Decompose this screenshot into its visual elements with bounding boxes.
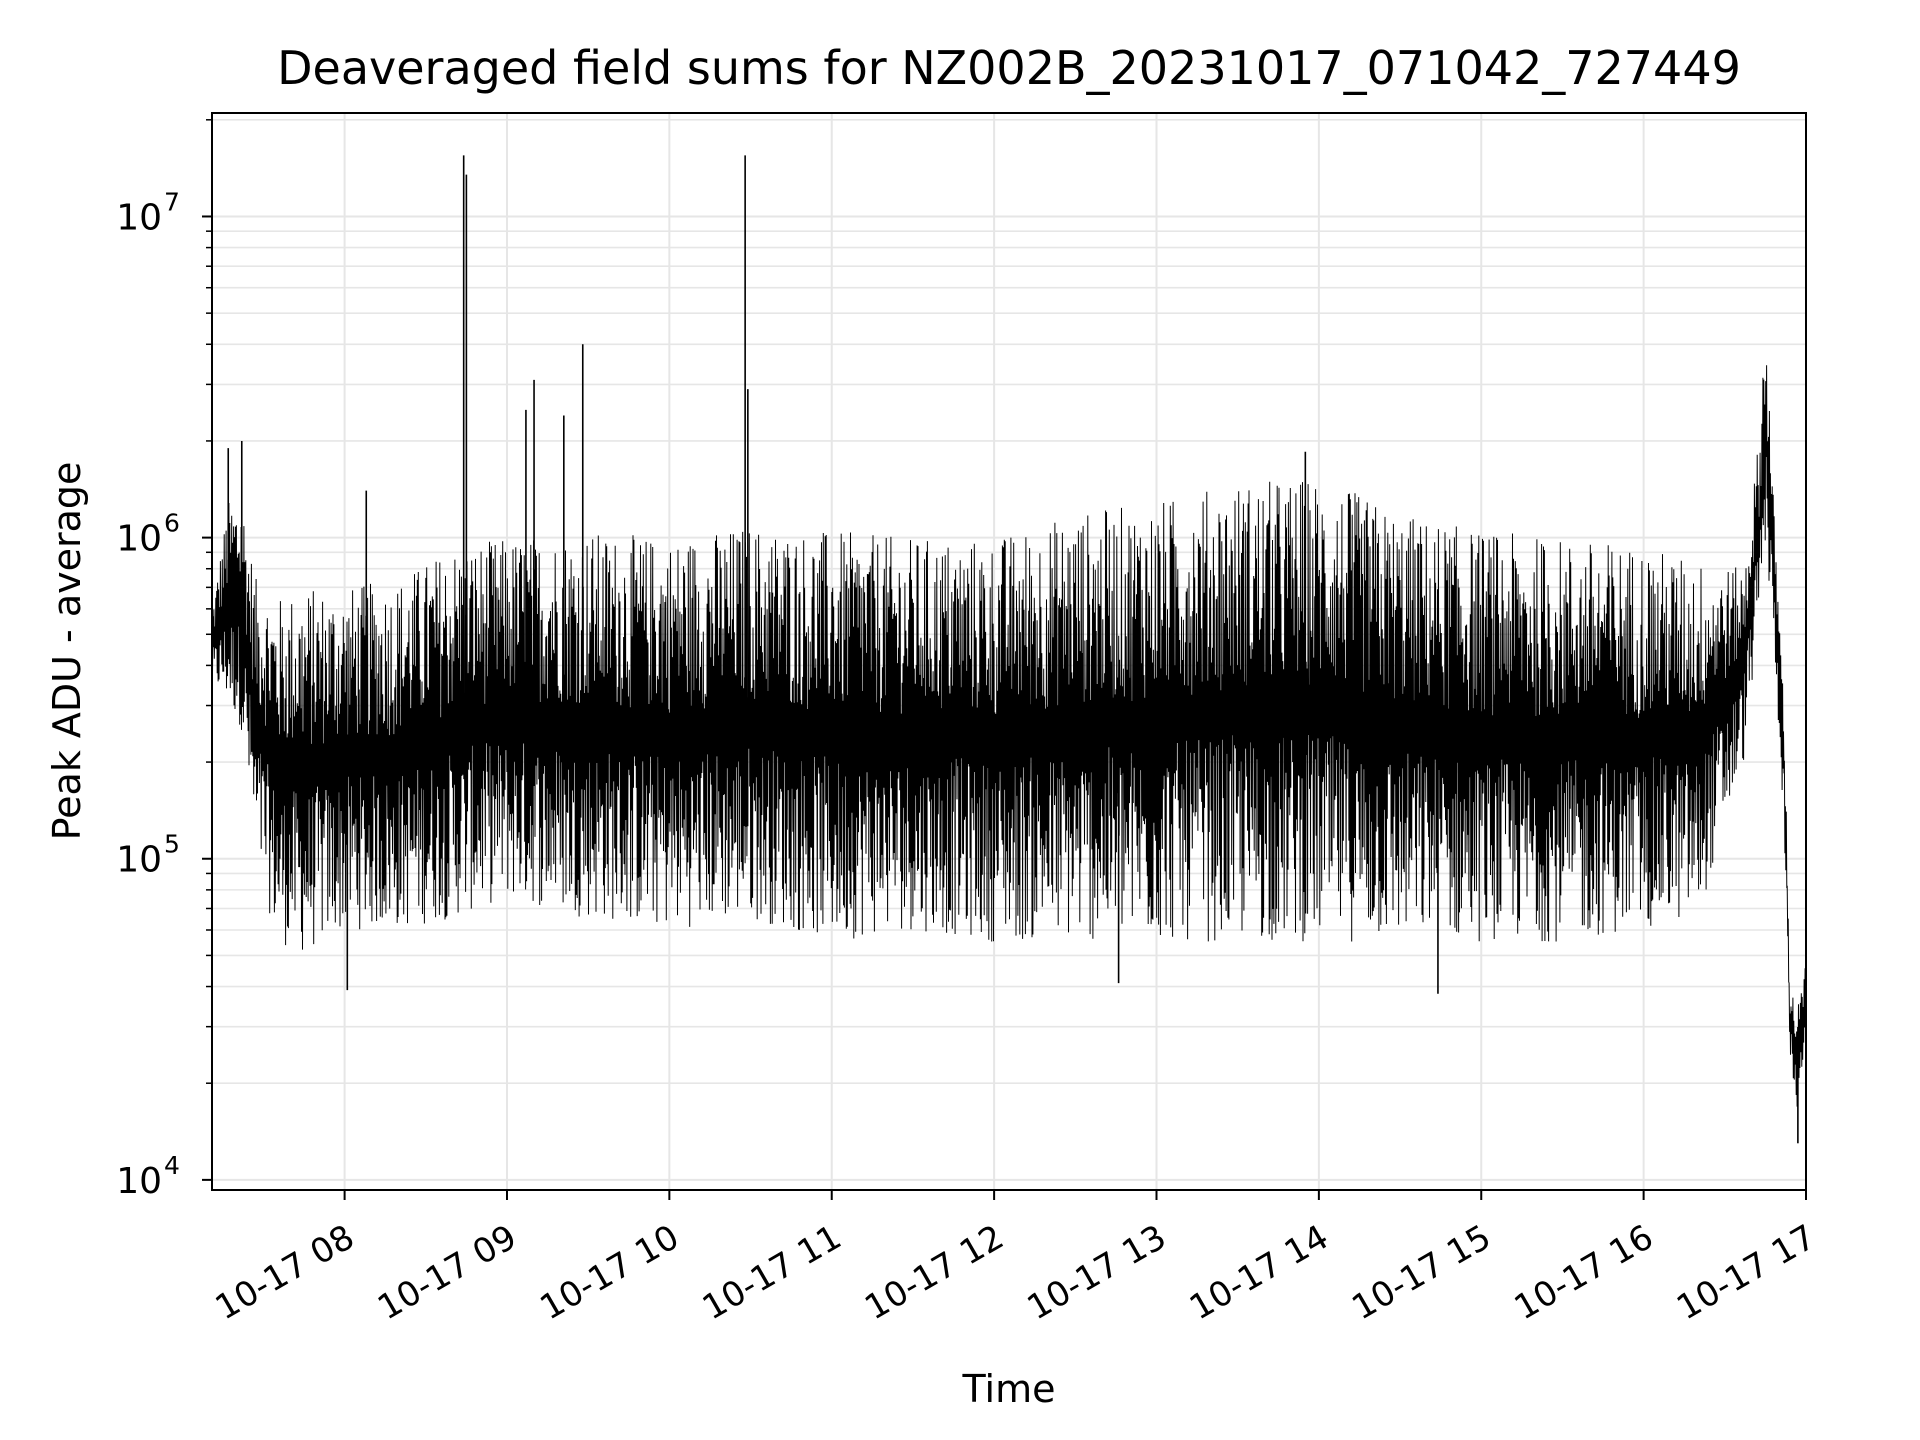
y-axis-label: Peak ADU - average [45, 462, 89, 841]
y-tick-label-base: 10 [116, 519, 162, 560]
y-tick-label-base: 10 [116, 1161, 162, 1202]
y-tick-label-exponent: 7 [164, 187, 180, 216]
y-tick-label: 10 7 [116, 187, 180, 238]
plot-area [212, 155, 1806, 1144]
y-tick-label-exponent: 5 [164, 830, 180, 859]
chart-title: Deaveraged field sums for NZ002B_2023101… [277, 41, 1741, 95]
y-tick-label: 10 6 [116, 509, 180, 560]
axes-frame [211, 112, 1807, 1191]
x-axis-label: Time [962, 1367, 1056, 1411]
y-tick-label-base: 10 [116, 197, 162, 238]
series-line [212, 365, 1806, 1107]
y-tick-label: 10 5 [116, 830, 180, 881]
y-tick-label: 10 4 [116, 1151, 180, 1202]
y-tick-label-exponent: 6 [164, 509, 180, 538]
y-tick-label-exponent: 4 [164, 1151, 180, 1180]
y-tick-label-base: 10 [116, 840, 162, 881]
